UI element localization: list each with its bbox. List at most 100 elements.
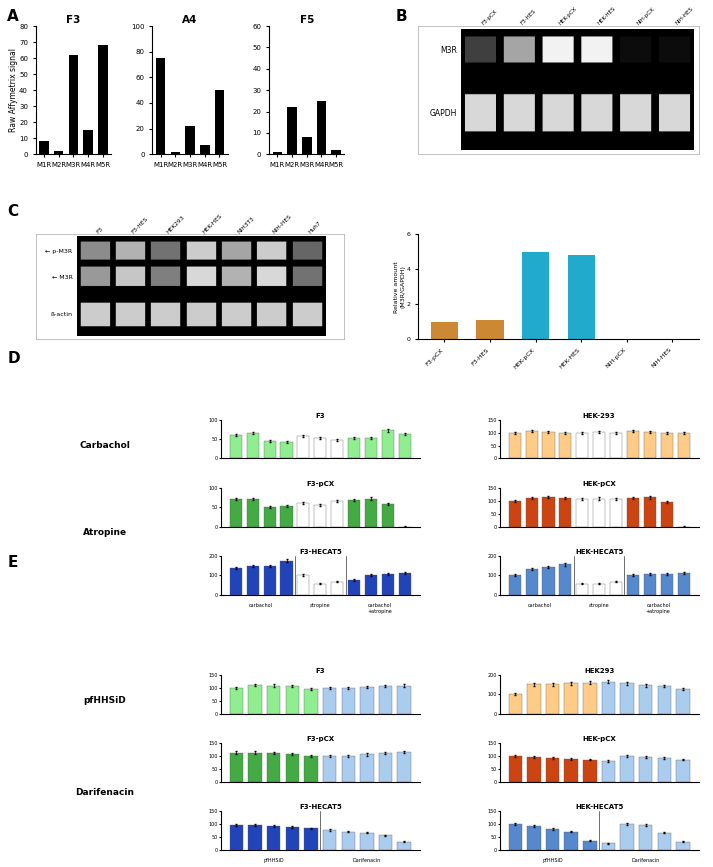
Bar: [230, 435, 242, 459]
Text: HEK-HES: HEK-HES: [202, 212, 223, 234]
Text: pfHHSiD: pfHHSiD: [543, 858, 563, 864]
Bar: [546, 684, 559, 714]
Text: C: C: [7, 204, 19, 218]
Bar: [230, 499, 242, 526]
Bar: [342, 831, 355, 850]
Bar: [583, 759, 597, 782]
Text: F3-HES: F3-HES: [130, 216, 149, 234]
Title: F3-HECAT5: F3-HECAT5: [299, 549, 342, 555]
Bar: [230, 825, 243, 850]
Bar: [543, 432, 555, 459]
Bar: [525, 570, 538, 595]
Bar: [302, 137, 312, 154]
Bar: [304, 689, 318, 714]
Title: HEK-pCX: HEK-pCX: [583, 480, 616, 486]
Bar: [267, 686, 280, 714]
Bar: [639, 686, 652, 714]
Bar: [248, 685, 262, 714]
Text: HEK293: HEK293: [165, 214, 185, 234]
Bar: [331, 440, 343, 459]
Bar: [98, 45, 108, 154]
Y-axis label: Relative amount
(M3R/GAPDH): Relative amount (M3R/GAPDH): [394, 261, 405, 313]
Title: F3-pCX: F3-pCX: [306, 736, 334, 741]
Bar: [156, 58, 165, 154]
Bar: [397, 752, 411, 782]
Bar: [297, 575, 309, 595]
Bar: [431, 322, 458, 340]
Text: Carbachol: Carbachol: [80, 440, 130, 450]
Bar: [546, 758, 559, 782]
Title: HEK-HECAT5: HEK-HECAT5: [575, 804, 623, 810]
Bar: [381, 504, 394, 526]
Text: NIH-HES: NIH-HES: [674, 6, 694, 26]
Bar: [247, 566, 259, 595]
Bar: [286, 827, 299, 850]
Bar: [267, 825, 280, 850]
Bar: [602, 681, 615, 714]
Bar: [397, 842, 411, 850]
Bar: [546, 829, 559, 850]
Bar: [602, 844, 615, 850]
Bar: [360, 688, 374, 714]
Bar: [399, 434, 411, 459]
Bar: [365, 575, 377, 595]
Bar: [348, 580, 360, 595]
Text: Darifenacin: Darifenacin: [632, 858, 660, 864]
Bar: [677, 573, 689, 595]
Text: carbachol
+atropine: carbachol +atropine: [367, 603, 391, 614]
Bar: [287, 108, 297, 154]
Text: atropine: atropine: [589, 603, 610, 608]
Bar: [559, 564, 571, 595]
Bar: [644, 574, 656, 595]
Bar: [83, 130, 93, 154]
Bar: [613, 338, 640, 340]
Text: NIH-pCX: NIH-pCX: [636, 6, 655, 26]
Bar: [565, 759, 578, 782]
Title: F3-pCX: F3-pCX: [306, 480, 334, 486]
Bar: [264, 507, 276, 526]
Text: Darifenacin: Darifenacin: [353, 858, 381, 864]
Bar: [522, 252, 549, 340]
Bar: [317, 101, 327, 154]
Bar: [381, 431, 394, 459]
Title: A4: A4: [183, 16, 198, 25]
Bar: [657, 833, 671, 850]
Bar: [304, 828, 318, 850]
Bar: [620, 824, 634, 850]
Bar: [248, 825, 262, 850]
Text: D: D: [7, 351, 20, 366]
Bar: [583, 841, 597, 850]
Bar: [593, 583, 605, 595]
Bar: [280, 561, 292, 595]
Text: Huh7: Huh7: [307, 220, 322, 234]
Text: carbachol: carbachol: [249, 603, 273, 608]
Bar: [661, 574, 673, 595]
Title: F3: F3: [315, 413, 325, 419]
Text: NIH3T3: NIH3T3: [237, 216, 255, 234]
Title: F3: F3: [66, 16, 81, 25]
Bar: [593, 499, 605, 526]
Bar: [314, 505, 327, 526]
Bar: [610, 499, 622, 526]
Bar: [583, 682, 597, 714]
Bar: [304, 756, 318, 782]
Bar: [508, 694, 522, 714]
Text: F3-pCX: F3-pCX: [481, 9, 498, 26]
Text: Darifenacin: Darifenacin: [76, 788, 135, 798]
Title: HEK-pCX: HEK-pCX: [583, 736, 616, 741]
Bar: [508, 500, 520, 526]
Text: carbachol
+atropine: carbachol +atropine: [646, 603, 671, 614]
Bar: [508, 824, 522, 850]
Bar: [286, 687, 299, 714]
Bar: [272, 152, 282, 154]
Bar: [247, 499, 259, 526]
Bar: [286, 753, 299, 782]
Text: atropine: atropine: [310, 603, 331, 608]
Bar: [379, 687, 392, 714]
Bar: [676, 842, 689, 850]
Bar: [576, 499, 588, 526]
Bar: [365, 499, 377, 526]
Bar: [379, 753, 392, 782]
Bar: [230, 688, 243, 714]
Bar: [348, 500, 360, 526]
